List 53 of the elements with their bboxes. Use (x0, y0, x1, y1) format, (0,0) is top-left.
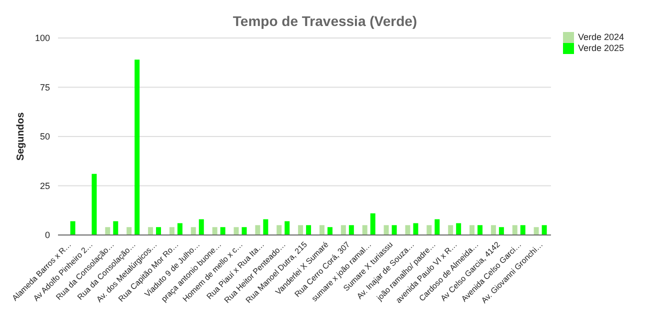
bar (370, 213, 376, 235)
bar (134, 60, 140, 235)
bar (284, 221, 290, 235)
bar (242, 227, 247, 235)
bar (198, 219, 204, 235)
bar (190, 227, 196, 235)
bar (384, 225, 389, 235)
bar (220, 227, 226, 235)
bar (534, 227, 539, 235)
bar (156, 227, 162, 235)
bar (348, 225, 354, 235)
bar (92, 174, 97, 235)
bar (478, 225, 483, 235)
bar (490, 225, 496, 235)
bar (512, 225, 518, 235)
bar (169, 227, 174, 235)
bar (362, 225, 368, 235)
bar (113, 221, 118, 235)
bar (426, 225, 432, 235)
y-tick-label: 0 (44, 230, 50, 240)
bar (542, 225, 547, 235)
legend-label: Verde 2024 (578, 32, 624, 42)
bar (413, 223, 418, 235)
bar (434, 219, 440, 235)
bar (327, 227, 332, 235)
bar (448, 225, 454, 235)
bar (456, 223, 462, 235)
bar (340, 225, 346, 235)
bar (263, 219, 268, 235)
bar (212, 227, 218, 235)
y-tick-label: 100 (34, 33, 50, 44)
bar (148, 227, 154, 235)
legend-label: Verde 2025 (578, 43, 624, 54)
bar (298, 225, 304, 235)
bar (498, 227, 504, 235)
y-tick-label: 75 (40, 82, 50, 92)
y-axis-title: Segundos (16, 112, 27, 161)
bar (392, 225, 397, 235)
y-tick-label: 50 (40, 132, 50, 142)
bar (319, 225, 324, 235)
chart-title: Tempo de Travessia (Verde) (232, 13, 418, 29)
bar (470, 225, 475, 235)
bar (177, 223, 182, 235)
bar (255, 225, 260, 235)
bar (126, 227, 132, 235)
bar (234, 227, 239, 235)
bar (276, 225, 282, 235)
bar (520, 225, 526, 235)
bar (306, 225, 312, 235)
bar (70, 221, 76, 235)
y-tick-label: 25 (40, 180, 50, 191)
bar (405, 225, 410, 235)
bar (105, 227, 110, 235)
